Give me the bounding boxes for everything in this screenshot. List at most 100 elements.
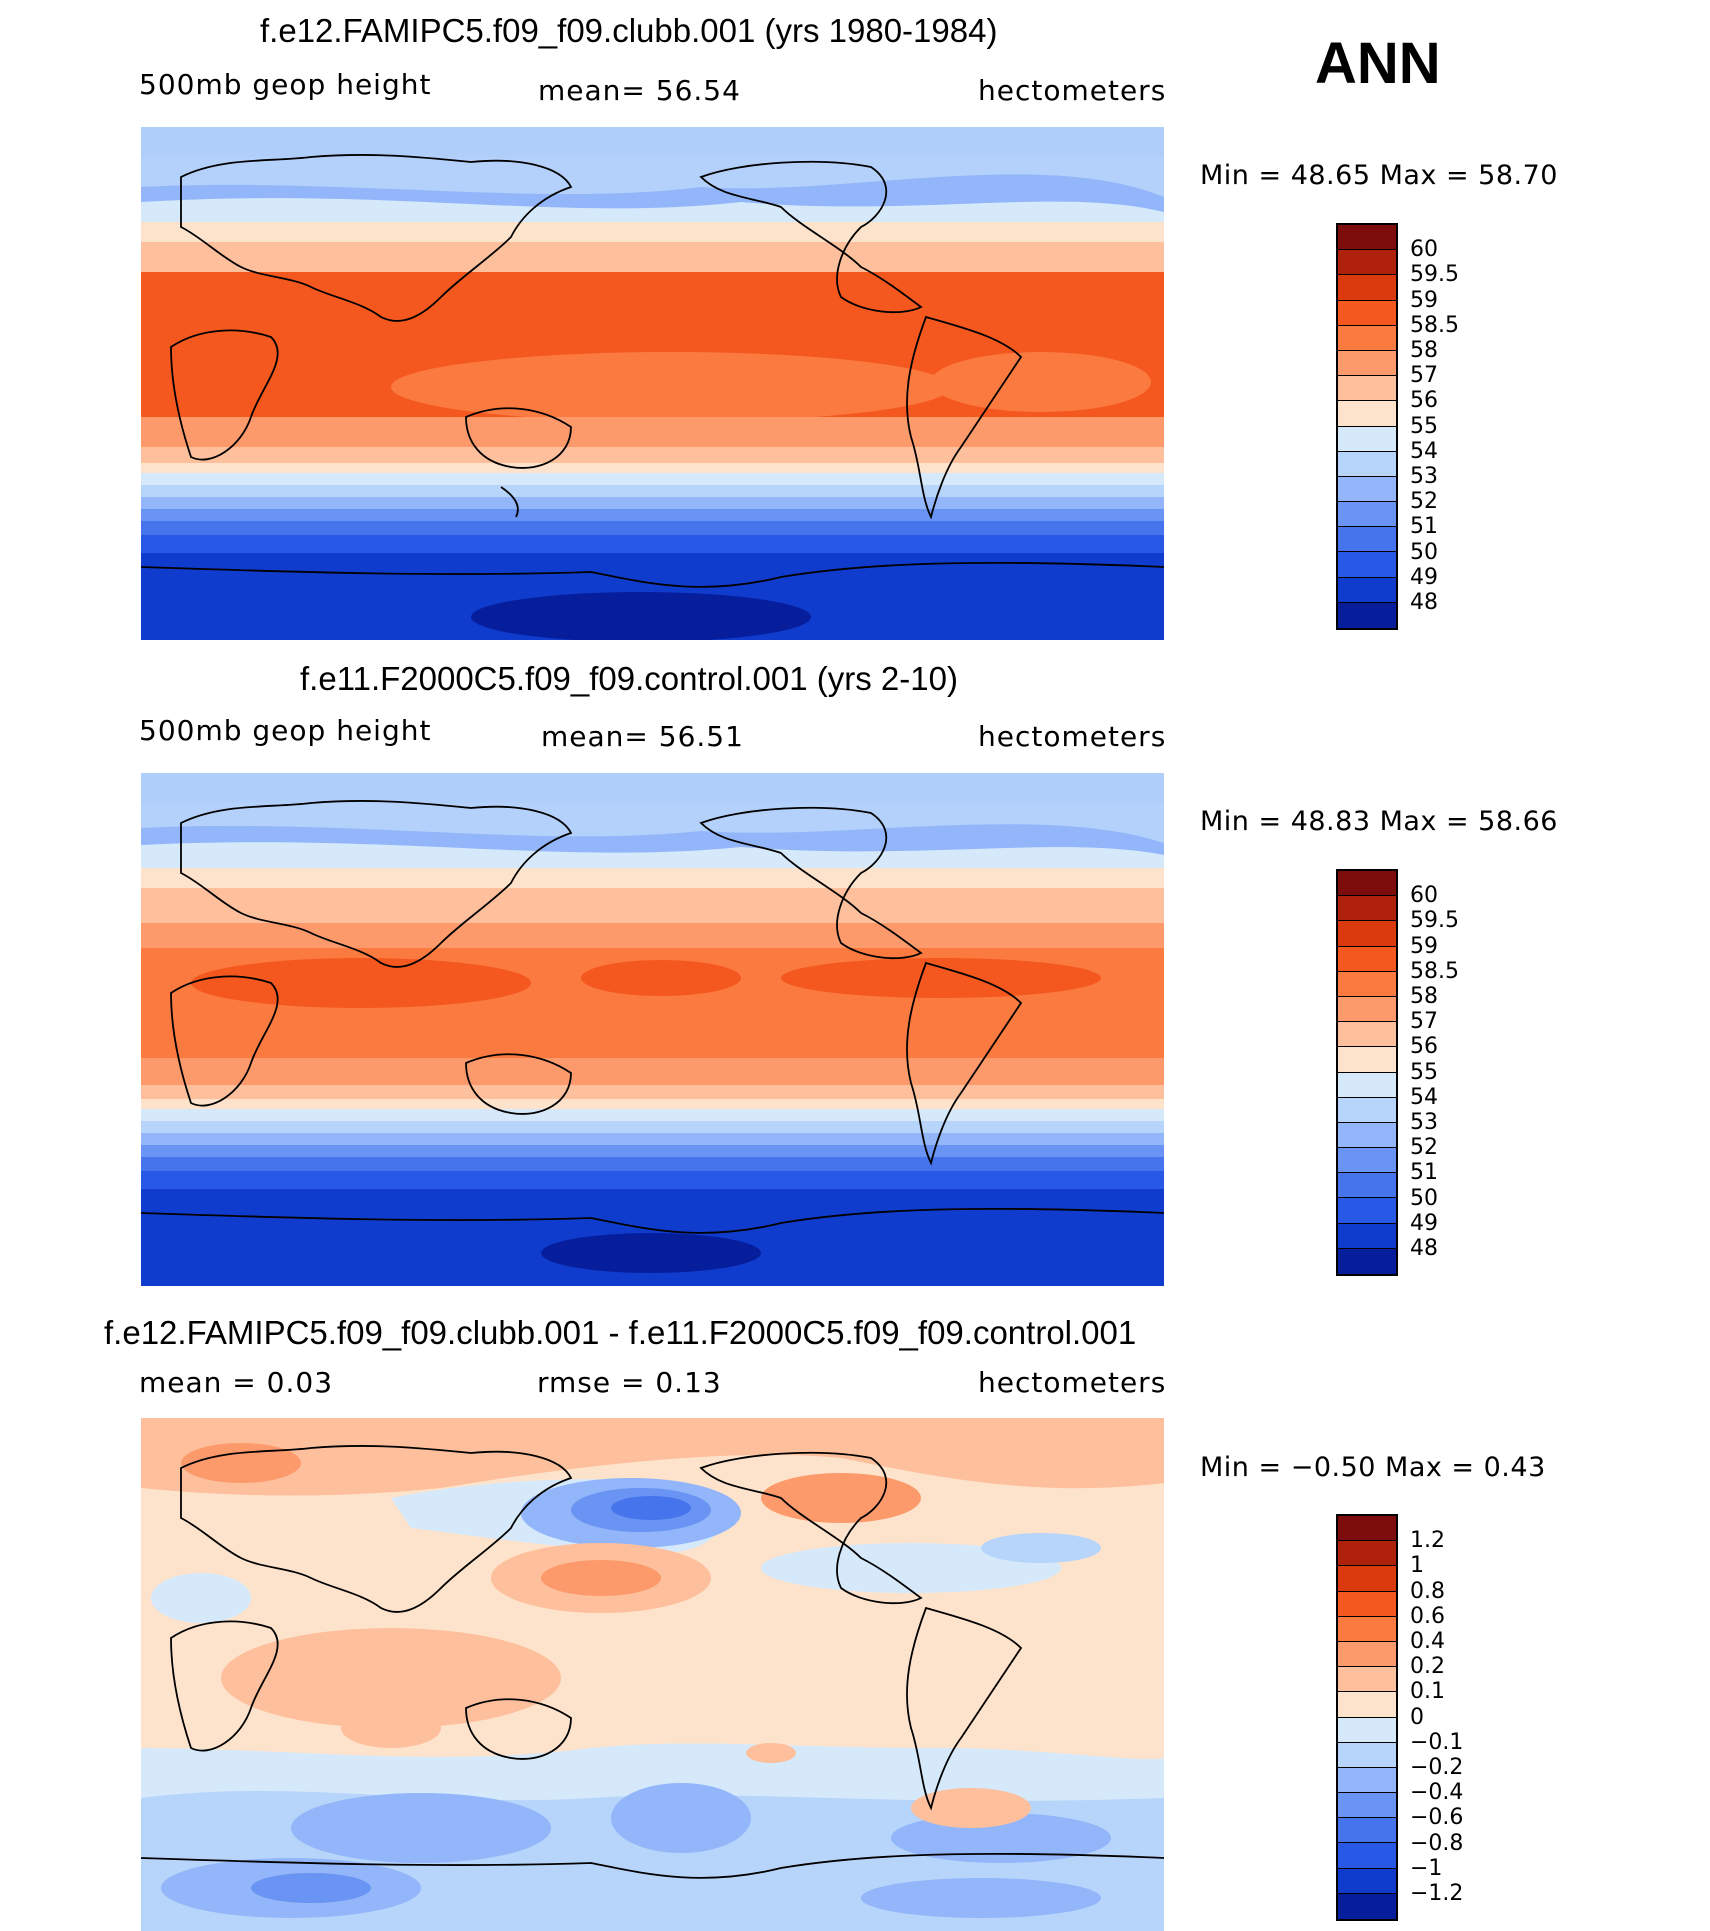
colorbar-swatch: [1338, 401, 1396, 427]
colorbar-tick-label: 59.5: [1410, 908, 1459, 934]
colorbar-tick-label: 49: [1410, 1210, 1438, 1236]
colorbar-swatch: [1338, 502, 1396, 528]
colorbar-swatch: [1338, 476, 1396, 503]
colorbar-swatch: [1338, 577, 1396, 603]
colorbar-swatch: [1338, 426, 1396, 452]
panel3-units-label: hectometers: [978, 1366, 1167, 1399]
colorbar-swatch: [1338, 996, 1396, 1023]
colorbar-tick-label: −0.4: [1410, 1780, 1464, 1806]
colorbar-swatch: [1338, 921, 1396, 947]
panel1-title: f.e12.FAMIPC5.f09_f09.clubb.001 (yrs 198…: [260, 12, 998, 49]
colorbar-swatch: [1338, 1148, 1396, 1174]
colorbar-swatch: [1338, 1767, 1396, 1794]
colorbar-swatch: [1338, 1616, 1396, 1642]
colorbar-swatch: [1338, 1793, 1396, 1819]
colorbar-tick-label: 55: [1410, 413, 1438, 439]
colorbar-tick-label: 51: [1410, 1160, 1438, 1186]
colorbar-tick-label: −1: [1410, 1855, 1443, 1881]
panel2-units-label: hectometers: [978, 720, 1167, 753]
colorbar-swatch: [1338, 527, 1396, 553]
panel3-mean-label: mean = 0.03: [139, 1366, 334, 1399]
colorbar-swatch: [1338, 250, 1396, 276]
colorbar-swatch: [1338, 602, 1396, 628]
colorbar-tick-label: 49: [1410, 564, 1438, 590]
colorbar-tick-label: −0.1: [1410, 1729, 1464, 1755]
panel2-map: [141, 773, 1164, 1286]
panel2-variable-label: 500mb geop height: [139, 714, 432, 747]
colorbar-swatch: [1338, 1223, 1396, 1249]
colorbar-tick-label: 58: [1410, 984, 1438, 1009]
colorbar-tick-label: 50: [1410, 1185, 1438, 1211]
colorbar-tick-label: 60: [1410, 237, 1438, 263]
colorbar-tick-label: 53: [1410, 464, 1438, 489]
colorbar-swatch: [1338, 1843, 1396, 1869]
colorbar-tick-label: 60: [1410, 883, 1438, 909]
colorbar-tick-label: 51: [1410, 514, 1438, 540]
colorbar-swatch: [1338, 1742, 1396, 1768]
panel1-units-label: hectometers: [978, 74, 1167, 107]
colorbar-tick-label: 1.2: [1410, 1528, 1445, 1554]
colorbar-swatch: [1338, 1818, 1396, 1844]
colorbar-swatch: [1338, 1641, 1396, 1668]
panel2-mean-label: mean= 56.51: [541, 720, 744, 753]
colorbar-tick-label: 58: [1410, 338, 1438, 363]
colorbar-tick-label: 57: [1410, 363, 1438, 389]
colorbar-swatch: [1338, 1516, 1396, 1542]
panel1-variable-label: 500mb geop height: [139, 68, 432, 101]
panel2-colorbar: [1336, 869, 1398, 1276]
colorbar-tick-label: 54: [1410, 1084, 1438, 1110]
colorbar-tick-label: 52: [1410, 1135, 1438, 1161]
colorbar-tick-label: 48: [1410, 590, 1438, 615]
colorbar-swatch: [1338, 871, 1396, 897]
colorbar-tick-label: 59: [1410, 287, 1438, 313]
colorbar-tick-label: 58.5: [1410, 312, 1459, 338]
panel3-colorbar: [1336, 1514, 1398, 1921]
panel1-map: [141, 127, 1164, 640]
colorbar-swatch: [1338, 275, 1396, 301]
panel3-map: [141, 1418, 1164, 1931]
colorbar-tick-label: −0.8: [1410, 1830, 1464, 1856]
colorbar-swatch: [1338, 1566, 1396, 1592]
colorbar-swatch: [1338, 300, 1396, 326]
panel1-mean-label: mean= 56.54: [538, 74, 741, 107]
colorbar-swatch: [1338, 1541, 1396, 1567]
colorbar-swatch: [1338, 1717, 1396, 1743]
colorbar-swatch: [1338, 1248, 1396, 1274]
colorbar-swatch: [1338, 225, 1396, 251]
colorbar-tick-label: 0: [1410, 1704, 1424, 1730]
colorbar-swatch: [1338, 896, 1396, 922]
colorbar-tick-label: 54: [1410, 438, 1438, 464]
colorbar-swatch: [1338, 1591, 1396, 1617]
colorbar-tick-label: 48: [1410, 1236, 1438, 1261]
colorbar-tick-label: 50: [1410, 539, 1438, 565]
colorbar-swatch: [1338, 1047, 1396, 1073]
colorbar-swatch: [1338, 1667, 1396, 1693]
colorbar-swatch: [1338, 1868, 1396, 1894]
colorbar-tick-label: 58.5: [1410, 958, 1459, 984]
panel1-minmax: Min = 48.65 Max = 58.70: [1200, 160, 1558, 191]
colorbar-swatch: [1338, 1692, 1396, 1718]
colorbar-tick-label: 53: [1410, 1110, 1438, 1135]
colorbar-tick-label: 56: [1410, 1034, 1438, 1060]
colorbar-swatch: [1338, 1022, 1396, 1048]
colorbar-tick-label: 0.8: [1410, 1578, 1445, 1604]
colorbar-tick-label: −0.6: [1410, 1805, 1464, 1831]
colorbar-tick-label: 57: [1410, 1009, 1438, 1035]
colorbar-swatch: [1338, 946, 1396, 972]
colorbar-tick-label: 56: [1410, 388, 1438, 414]
colorbar-tick-label: −1.2: [1410, 1881, 1464, 1906]
panel2-minmax: Min = 48.83 Max = 58.66: [1200, 806, 1558, 837]
colorbar-tick-label: 0.1: [1410, 1679, 1445, 1705]
colorbar-swatch: [1338, 1097, 1396, 1123]
season-label: ANN: [1315, 31, 1441, 96]
colorbar-swatch: [1338, 1893, 1396, 1919]
colorbar-tick-label: 55: [1410, 1059, 1438, 1085]
colorbar-swatch: [1338, 350, 1396, 377]
colorbar-tick-label: 52: [1410, 489, 1438, 515]
colorbar-swatch: [1338, 376, 1396, 402]
colorbar-tick-label: 0.4: [1410, 1629, 1445, 1654]
panel2-title: f.e11.F2000C5.f09_f09.control.001 (yrs 2…: [300, 660, 958, 697]
colorbar-swatch: [1338, 1122, 1396, 1149]
colorbar-tick-label: 0.6: [1410, 1603, 1445, 1629]
panel3-rmse-label: rmse = 0.13: [537, 1366, 722, 1399]
